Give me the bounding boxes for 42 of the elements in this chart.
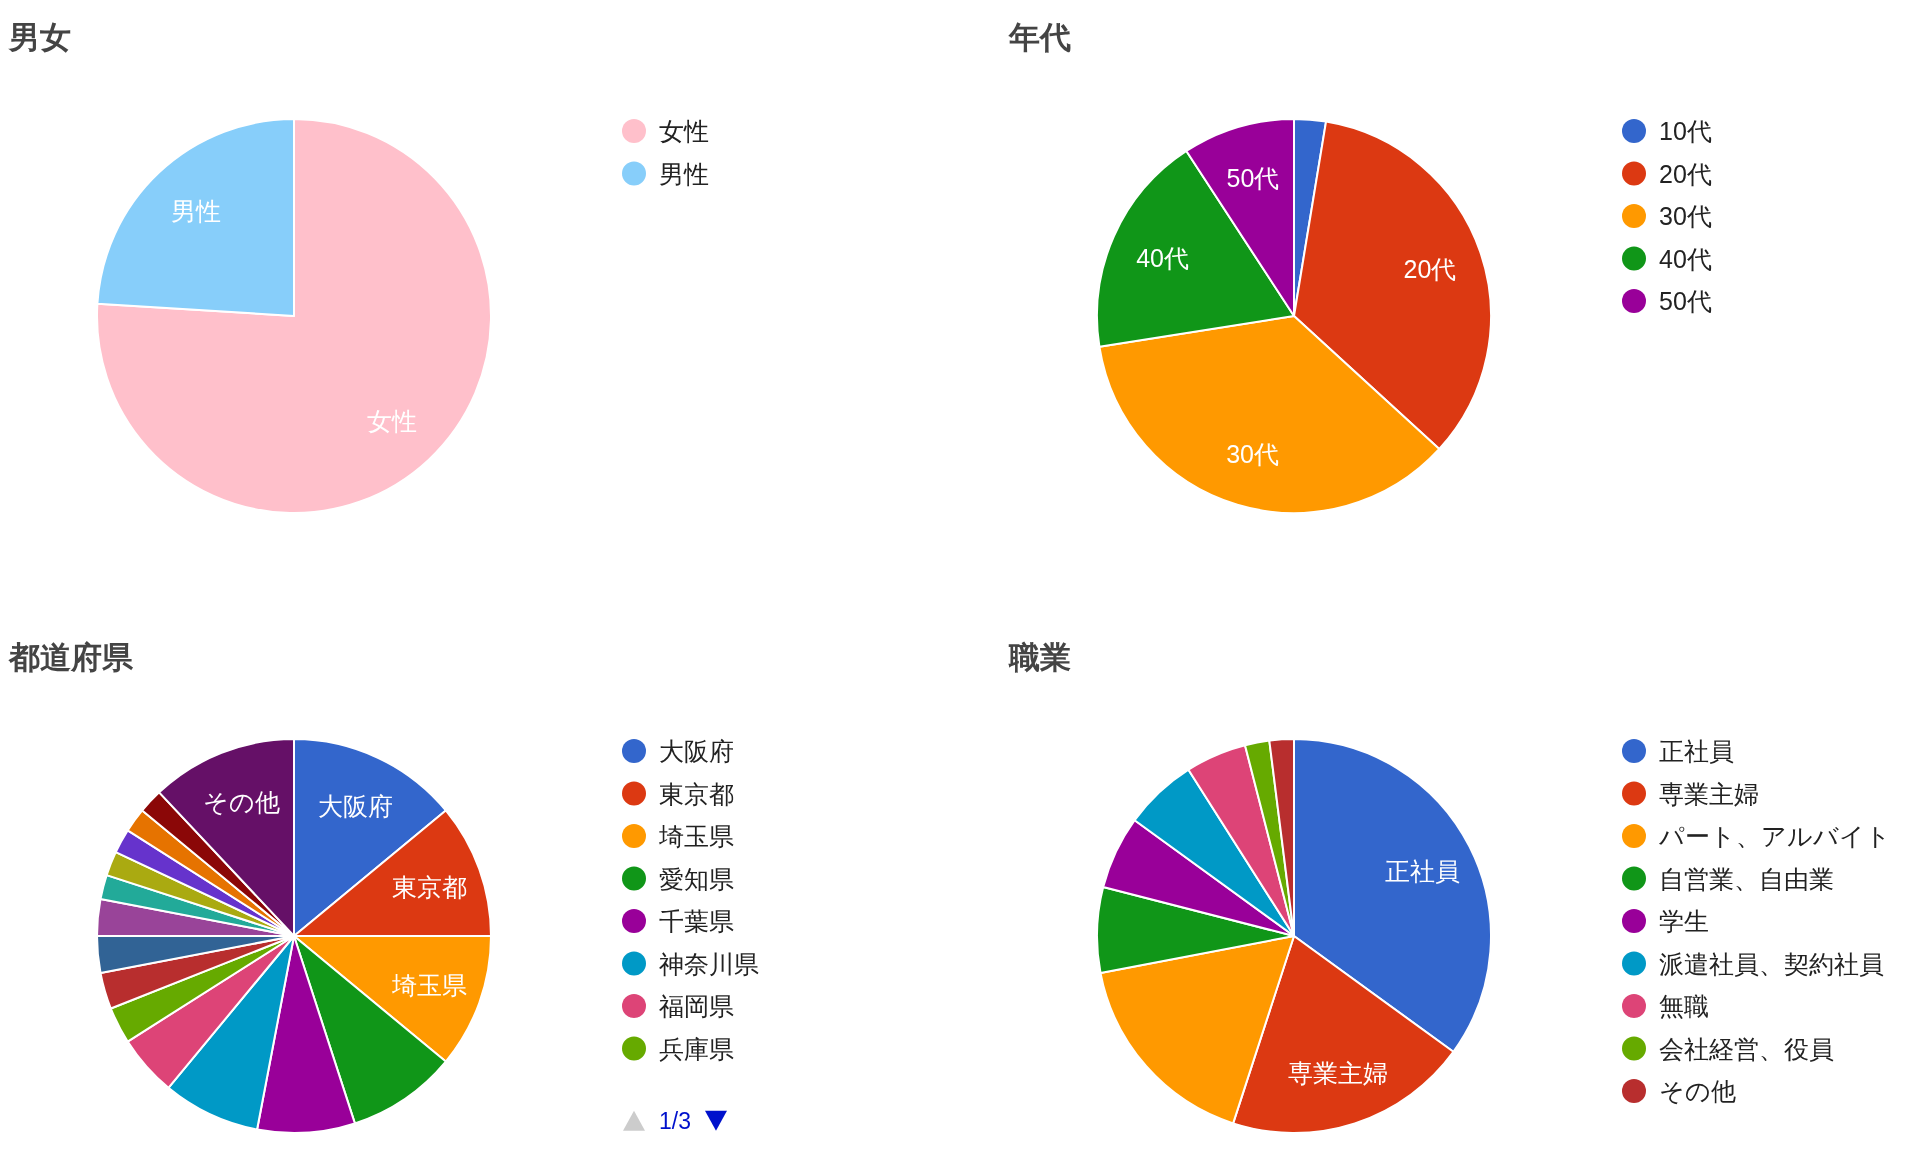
legend-label: パート、アルバイト: [1658, 822, 1891, 850]
legend-label: 50代: [1659, 287, 1712, 315]
chart-title: 都道府県: [8, 639, 134, 675]
legend-label: 専業主婦: [1659, 779, 1759, 808]
legend-label: 千葉県: [659, 907, 734, 935]
slice-label: 正社員: [1384, 856, 1460, 885]
legend-label: 40代: [1659, 244, 1712, 273]
legend-label: 20代: [1659, 159, 1712, 188]
legend-label: 会社経営、役員: [1659, 1034, 1834, 1063]
slice-label: 埼玉県: [390, 970, 467, 999]
slice-label: その他: [202, 788, 280, 817]
legend-label: 学生: [1659, 907, 1709, 935]
chart-title: 年代: [1008, 19, 1071, 55]
slice-label: 東京都: [391, 873, 467, 902]
slice-label: 女性: [367, 406, 418, 435]
legend-label: 男性: [659, 159, 709, 188]
slice-label: 30代: [1226, 439, 1279, 468]
slice-label: 大阪府: [317, 791, 393, 820]
slice-label: 20代: [1403, 254, 1457, 283]
legend-label: 大阪府: [659, 737, 734, 765]
chart-title: 男女: [8, 19, 71, 55]
chart-title: 職業: [1008, 639, 1071, 675]
legend-label: 30代: [1659, 202, 1712, 230]
legend-label: 埼玉県: [658, 822, 734, 850]
legend-label: その他: [1659, 1077, 1736, 1105]
legend-label: 神奈川県: [659, 949, 759, 978]
legend-label: 愛知県: [659, 864, 734, 893]
legend-label: 10代: [1659, 117, 1712, 145]
legend-label: 正社員: [1659, 737, 1734, 765]
legend-label: 女性: [659, 117, 709, 145]
pie-slice: [96, 118, 492, 514]
slice-label: 50代: [1226, 164, 1280, 193]
slice-label: 専業主婦: [1288, 1058, 1389, 1087]
slice-label: 男性: [170, 197, 221, 226]
text: 1/3: [659, 1107, 691, 1134]
slice-label: 40代: [1136, 243, 1189, 272]
legend-label: 派遣社員、契約社員: [1659, 949, 1884, 978]
legend-label: 自営業、自由業: [1659, 864, 1834, 893]
legend-label: 福岡県: [659, 992, 734, 1020]
legend-label: 兵庫県: [659, 1034, 734, 1063]
legend-label: 無職: [1659, 992, 1709, 1020]
legend-label: 東京都: [659, 779, 734, 808]
